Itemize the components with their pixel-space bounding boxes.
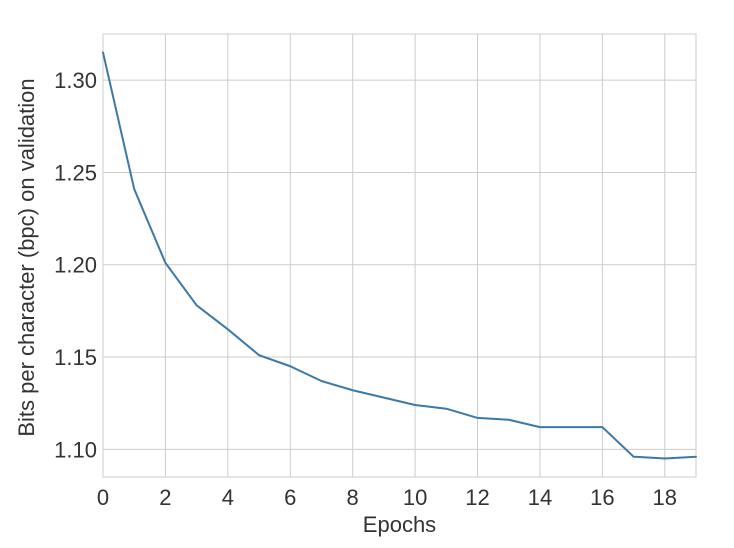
y-tick-label: 1.15 xyxy=(54,345,97,370)
x-axis-label: Epochs xyxy=(363,512,436,537)
x-tick-label: 16 xyxy=(590,485,614,510)
series-line xyxy=(102,51,697,460)
x-tick-label: 12 xyxy=(465,485,489,510)
y-tick-label: 1.30 xyxy=(54,68,97,93)
x-tick-labels: 0 2 4 6 8 10 12 14 16 18 xyxy=(97,485,677,510)
x-tick-label: 4 xyxy=(222,485,234,510)
x-tick-label: 8 xyxy=(347,485,359,510)
y-tick-label: 1.25 xyxy=(54,160,97,185)
y-grid-lines xyxy=(103,79,696,450)
x-tick-label: 2 xyxy=(159,485,171,510)
y-tick-label: 1.10 xyxy=(54,437,97,462)
x-tick-label: 10 xyxy=(403,485,427,510)
series-group xyxy=(102,51,697,460)
x-tick-label: 6 xyxy=(284,485,296,510)
plot-area-border xyxy=(102,33,697,478)
y-tick-label: 1.20 xyxy=(54,253,97,278)
x-tick-label: 0 xyxy=(97,485,109,510)
x-tick-label: 14 xyxy=(528,485,552,510)
y-axis-label: Bits per character (bpc) on validation xyxy=(14,78,39,436)
x-grid-lines xyxy=(102,34,666,477)
y-tick-labels: 1.10 1.15 1.20 1.25 1.30 xyxy=(54,68,97,462)
x-tick-label: 18 xyxy=(653,485,677,510)
